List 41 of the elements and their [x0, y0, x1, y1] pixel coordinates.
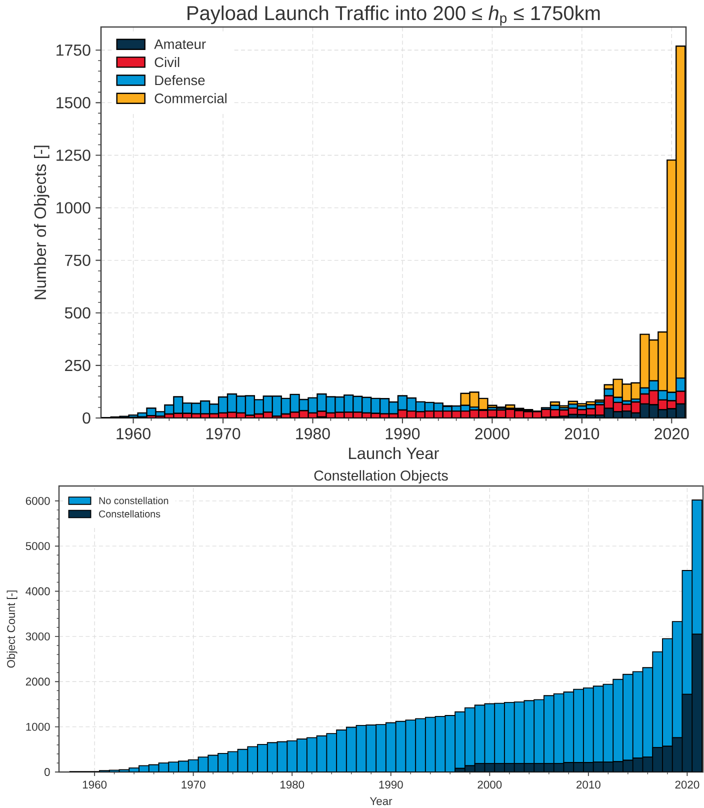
x-tick-label: 1980 — [280, 780, 304, 789]
y-tick-label: 500 — [64, 307, 90, 319]
x-axis-title: Launch Year — [349, 447, 439, 460]
x-tick-label: 2010 — [564, 428, 600, 440]
x-tick-label: 2020 — [675, 780, 700, 789]
y-tick-label: 5000 — [26, 542, 50, 550]
y-tick-label: 1250 — [56, 150, 90, 161]
legend-label: Commercial — [154, 93, 226, 104]
y-tick-label: 1500 — [56, 97, 90, 108]
legend-label: Civil — [154, 57, 180, 68]
legend-label: Constellations — [99, 510, 160, 518]
x-tick-label: 1960 — [82, 780, 107, 789]
x-tick-label: 2000 — [475, 428, 510, 440]
x-tick-label: 1960 — [116, 428, 150, 440]
y-tick-label: 0 — [44, 768, 50, 776]
y-tick-label: 4000 — [26, 587, 50, 596]
chart-title: Payload Launch Traffic into 200 ≤ h$_{p}$ ≤ 1750km — [188, 6, 600, 26]
legend-label: Defense — [155, 75, 205, 86]
y-tick-label: 0 — [82, 412, 90, 424]
y-tick-label: 1000 — [56, 202, 90, 214]
x-tick-label: 1970 — [182, 780, 206, 789]
y-tick-label: 750 — [65, 254, 90, 266]
y-tick-label: 3000 — [26, 632, 50, 640]
x-tick-label: 1990 — [379, 780, 403, 789]
y-axis-title: Number of Objects [-] — [34, 146, 50, 300]
x-tick-label: 2000 — [478, 780, 502, 789]
x-tick-label: 1980 — [296, 428, 330, 440]
y-axis-title: Object Count [-] — [6, 590, 18, 668]
y-tick-label: 1000 — [26, 722, 50, 731]
y-tick-label: 1750 — [56, 44, 90, 56]
x-tick-label: 2010 — [576, 780, 600, 789]
y-tick-label: 2000 — [26, 678, 50, 686]
y-tick-label: 6000 — [26, 496, 50, 505]
y-tick-label: 250 — [65, 360, 90, 372]
x-tick-label: 1970 — [206, 428, 240, 440]
chart-title: Constellation Objects — [314, 470, 448, 484]
x-axis-title: Year — [370, 797, 392, 806]
legend-label: Amateur — [154, 39, 206, 50]
x-tick-label: 2020 — [654, 428, 689, 440]
legend-label: No constellation — [99, 496, 168, 504]
x-tick-label: 1990 — [386, 428, 420, 440]
